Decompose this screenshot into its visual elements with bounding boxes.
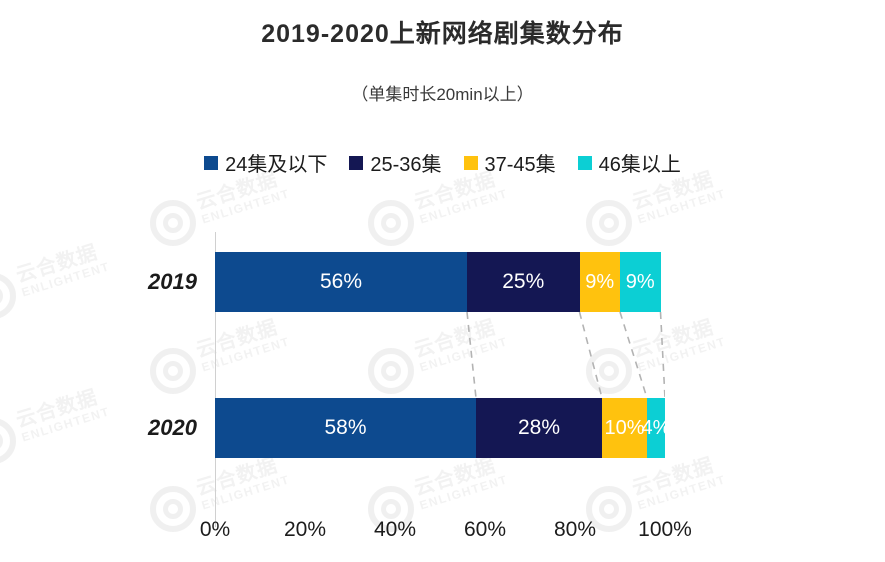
bar-segment[interactable]: 56% <box>215 252 467 312</box>
legend-item[interactable]: 37-45集 <box>463 148 556 177</box>
bar-segment-value-label: 4% <box>641 416 671 439</box>
category-label: 2020 <box>148 415 197 440</box>
y-axis-line <box>215 232 216 527</box>
bar-segment[interactable]: 25% <box>467 252 580 312</box>
x-axis-tick-label: 20% <box>283 518 327 541</box>
watermark-text-en: ENLIGHTENT <box>199 186 292 227</box>
watermark-text-en: ENLIGHTENT <box>19 259 112 300</box>
bar-segment-value-label: 10% <box>604 416 645 439</box>
bar-segment-value-label: 28% <box>517 416 561 439</box>
watermark-logo-icon <box>0 273 16 319</box>
x-axis-tick-label: 60% <box>463 518 507 541</box>
legend-swatch-icon <box>204 155 219 170</box>
legend-item-label: 46集以上 <box>598 154 681 176</box>
legend-item[interactable]: 24集及以下 <box>204 148 327 177</box>
x-axis-tick-label: 40% <box>373 518 417 541</box>
x-axis-tick-label: 80% <box>553 518 597 541</box>
watermark-logo-icon <box>0 418 16 464</box>
watermark-text-cn: 云合数据 <box>13 241 101 288</box>
x-axis-tick-label: 100% <box>638 518 692 541</box>
bar-segment[interactable]: 58% <box>215 398 476 458</box>
chart-legend: 24集及以下 25-36集 37-45集 46集以上 <box>0 148 885 177</box>
watermark-text: 云合数据 ENLIGHTENT <box>13 385 112 445</box>
chart-subtitle: （单集时长20min以上） <box>351 85 534 104</box>
watermark-logo-icon <box>150 486 196 532</box>
bar-segment-value-label: 56% <box>319 270 363 293</box>
watermark-text-en: ENLIGHTENT <box>635 186 728 227</box>
legend-swatch-icon <box>463 155 478 170</box>
bar-segment[interactable]: 28% <box>476 398 602 458</box>
bar-segment-value-label: 9% <box>625 270 655 293</box>
legend-item[interactable]: 25-36集 <box>349 148 442 177</box>
bar-segment[interactable]: 9% <box>579 252 620 312</box>
bar-segment[interactable]: 4% <box>642 398 670 458</box>
x-axis-tick-label: 0% <box>199 518 231 541</box>
watermark-text: 云合数据 ENLIGHTENT <box>13 240 112 300</box>
bar-segment-value-label: 58% <box>324 416 367 439</box>
legend-item[interactable]: 46集以上 <box>577 148 681 177</box>
legend-item-label: 37-45集 <box>484 154 556 176</box>
bar-segment-value-label: 25% <box>502 270 545 293</box>
bar-row: 2019 56% 25% 9% 9% <box>148 252 665 312</box>
watermark-text-en: ENLIGHTENT <box>417 186 510 227</box>
bar-row: 2020 58% 28% 10% 4% <box>148 398 670 458</box>
x-axis: 0% 20% 40% 60% 80% 100% <box>200 518 692 552</box>
bar-segment[interactable]: 10% <box>602 398 647 458</box>
legend-item-label: 25-36集 <box>370 154 442 176</box>
watermark-logo-icon <box>150 348 196 394</box>
plot-area: 2019 56% 25% 9% 9% 2020 58% 28% 10% 4% <box>148 232 670 527</box>
legend-swatch-icon <box>349 155 364 170</box>
legend-item-label: 24集及以下 <box>225 154 328 176</box>
watermark-text-en: ENLIGHTENT <box>19 404 112 445</box>
bar-segment-value-label: 9% <box>585 270 615 293</box>
watermark-logo-icon <box>150 200 196 246</box>
category-label: 2019 <box>148 269 197 294</box>
bar-segment[interactable]: 9% <box>620 252 661 312</box>
watermark-text-cn: 云合数据 <box>13 386 101 433</box>
legend-swatch-icon <box>577 155 592 170</box>
chart-title: 2019-2020上新网络剧集数分布 <box>261 20 624 48</box>
